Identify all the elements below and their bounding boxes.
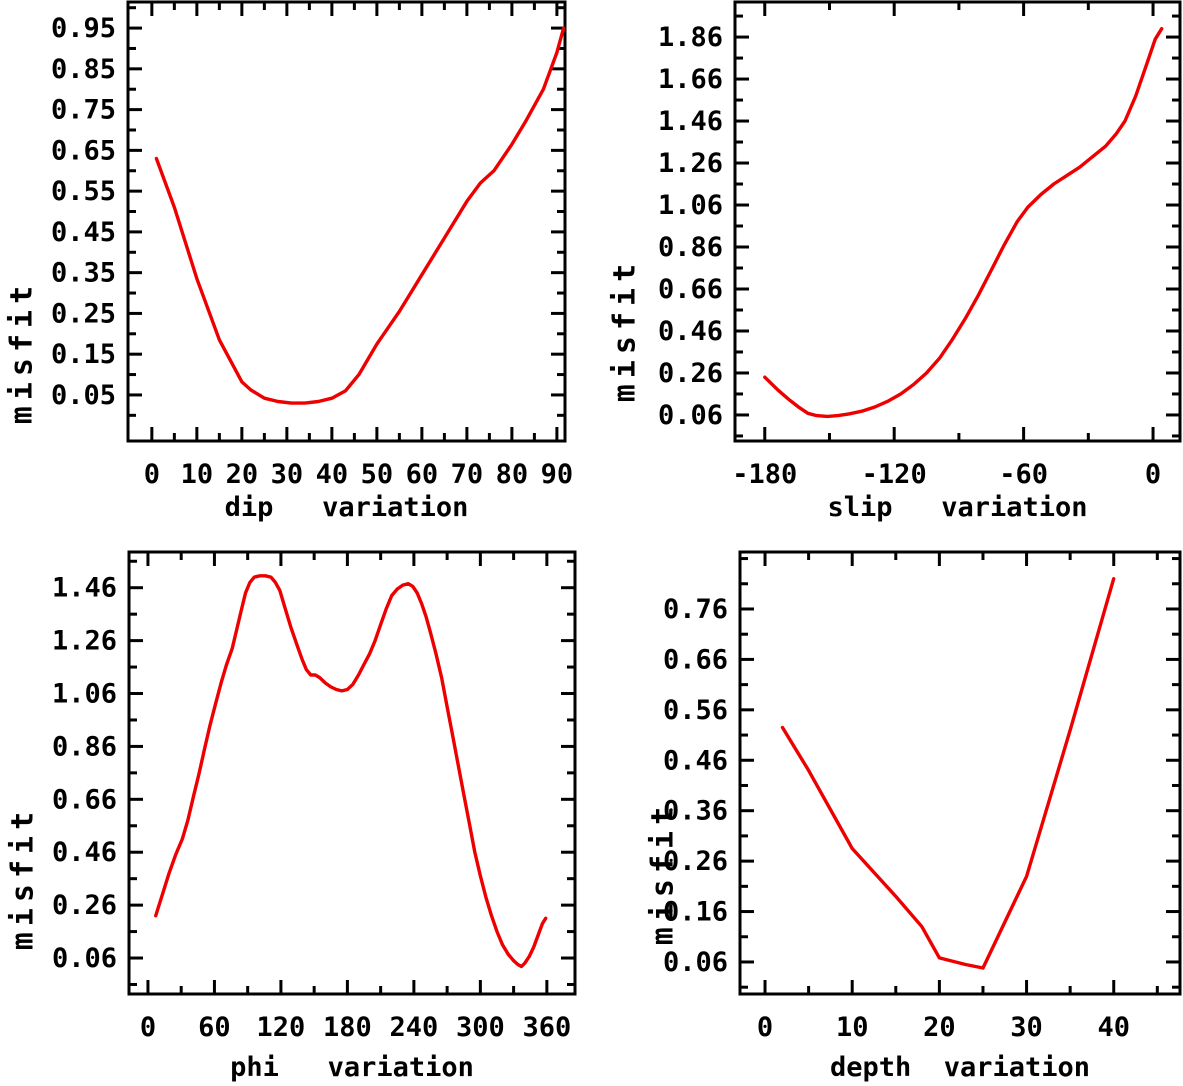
y-tick-label: 0.25: [51, 298, 116, 329]
y-axis-title-misfit-slip: misfit: [607, 257, 643, 403]
y-tick-label: 0.56: [663, 695, 728, 726]
misfit-curve: [780, 577, 1116, 970]
x-tick-label: 300: [456, 1012, 505, 1043]
axis-ticks: [735, 2, 1180, 441]
x-tick-label: 50: [361, 459, 394, 490]
y-tick-label: 1.06: [52, 679, 117, 710]
y-tick-label: 0.16: [663, 897, 728, 928]
y-tick-label: 1.26: [52, 626, 117, 657]
x-axis-title-dip-variation: dip variation: [224, 492, 469, 523]
x-tick-label: 20: [923, 1012, 956, 1043]
y-tick-label: 0.86: [52, 731, 117, 762]
y-tick-label: 0.46: [52, 837, 117, 868]
plot-frame: [738, 550, 1182, 996]
x-tick-label: 0: [1145, 459, 1161, 490]
y-tick-label: 1.26: [658, 148, 723, 179]
x-tick-label: 30: [271, 459, 304, 490]
x-tick-label: 80: [496, 459, 529, 490]
y-tick-label: 0.86: [658, 232, 723, 263]
misfit-curve: [154, 26, 566, 405]
x-tick-label: -180: [732, 459, 797, 490]
y-tick-label: 0.95: [51, 13, 116, 44]
x-tick-label: 180: [323, 1012, 372, 1043]
y-tick-label: 0.06: [663, 947, 728, 978]
y-tick-label: 0.36: [663, 796, 728, 827]
y-tick-label: 1.66: [658, 64, 723, 95]
tick-labels: 0 10 20 30 40 50 60 70 80 90 0.05 0.15 0.25 0.35 0.45 0…: [51, 13, 573, 490]
x-tick-label: 60: [406, 459, 439, 490]
y-tick-label: 0.26: [658, 358, 723, 389]
x-tick-label: 40: [1097, 1012, 1130, 1043]
y-tick-label: 0.26: [663, 846, 728, 877]
y-tick-label: 0.15: [51, 339, 116, 370]
y-tick-label: 0.35: [51, 258, 116, 289]
x-tick-label: 0: [140, 1012, 156, 1043]
y-tick-label: 1.46: [658, 106, 723, 137]
y-tick-label: 0.05: [51, 380, 116, 411]
x-tick-label: 40: [316, 459, 349, 490]
x-tick-label: 0: [757, 1012, 773, 1043]
x-tick-label: -60: [999, 459, 1048, 490]
y-tick-label: 1.86: [658, 22, 723, 53]
axis-ticks: [128, 2, 565, 441]
y-axis-title-misfit-depth: misfit: [645, 800, 681, 946]
x-tick-label: 60: [198, 1012, 231, 1043]
x-tick-label: 30: [1010, 1012, 1043, 1043]
y-tick-label: 0.06: [658, 400, 723, 431]
y-tick-label: 0.75: [51, 95, 116, 126]
tick-labels: 0 60 120 180 240 300 360 0.06 0.26 0.46 0.66 0.86 1.…: [52, 573, 571, 1043]
plot-slip-variation: -180 -120 -60 0 0.06 0.26 0.46 0.66 0.86 1.06 1.26…: [658, 0, 1182, 490]
tick-labels: -180 -120 -60 0 0.06 0.26 0.46 0.66 0.86 1.06 1.26…: [658, 22, 1161, 490]
y-axis-title-misfit-phi: misfit: [5, 805, 41, 951]
y-tick-label: 0.76: [663, 594, 728, 625]
y-tick-label: 1.46: [52, 573, 117, 604]
y-tick-label: 0.46: [658, 316, 723, 347]
x-axis-title-phi-variation: phi variation: [230, 1052, 474, 1083]
x-tick-label: 0: [144, 459, 160, 490]
misfit-curve: [153, 574, 548, 969]
plot-frame: [733, 0, 1182, 443]
y-tick-label: 0.66: [658, 274, 723, 305]
y-tick-label: 0.65: [51, 135, 116, 166]
x-axis-title-depth-variation: depth variation: [829, 1052, 1091, 1083]
y-tick-label: 0.46: [663, 745, 728, 776]
x-tick-label: 360: [522, 1012, 571, 1043]
plot-depth-variation: 0 10 20 30 40 0.06 0.16 0.26 0.36 0.46 0.56 0.66 0.7…: [663, 550, 1182, 1043]
x-tick-label: 240: [389, 1012, 438, 1043]
plot-frame: [126, 0, 567, 443]
misfit-curve: [763, 27, 1164, 419]
plot-dip-variation: 0 10 20 30 40 50 60 70 80 90 0.05 0.15 0.25 0.35 0.45 0…: [51, 0, 573, 490]
y-tick-label: 0.66: [52, 784, 117, 815]
x-tick-label: 10: [836, 1012, 869, 1043]
tick-labels: 0 10 20 30 40 0.06 0.16 0.26 0.36 0.46 0.56 0.66 0.7…: [663, 594, 1130, 1043]
y-axis-title-misfit-dip: misfit: [4, 279, 40, 425]
plot-phi-variation: 0 60 120 180 240 300 360 0.06 0.26 0.46 0.66 0.86 1.…: [52, 550, 577, 1043]
plot-frame: [127, 550, 577, 996]
x-tick-label: -120: [862, 459, 927, 490]
y-tick-label: 0.55: [51, 176, 116, 207]
y-tick-label: 0.85: [51, 54, 116, 85]
x-axis-title-slip-variation: slip variation: [827, 492, 1088, 523]
x-tick-label: 20: [226, 459, 259, 490]
y-tick-label: 0.66: [663, 644, 728, 675]
axis-ticks: [740, 552, 1180, 994]
x-tick-label: 10: [181, 459, 214, 490]
x-tick-label: 90: [541, 459, 574, 490]
y-tick-label: 0.45: [51, 217, 116, 248]
axis-ticks: [129, 552, 575, 994]
y-tick-label: 0.06: [52, 943, 117, 974]
x-tick-label: 120: [257, 1012, 306, 1043]
y-tick-label: 1.06: [658, 190, 723, 221]
x-tick-label: 70: [451, 459, 484, 490]
y-tick-label: 0.26: [52, 890, 117, 921]
